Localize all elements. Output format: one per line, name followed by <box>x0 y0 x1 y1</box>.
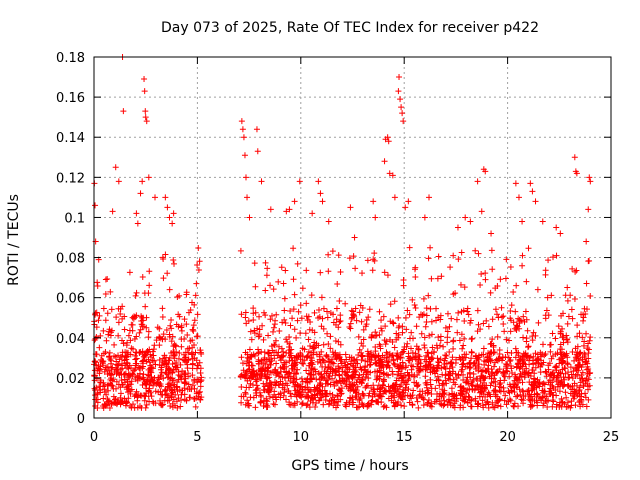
y-tick-labels: 0 0.02 0.04 0.06 0.08 0.1 0.12 0.14 0.16 0.18 <box>56 51 85 427</box>
y-tick-label: 0.12 <box>56 171 85 186</box>
y-tick-label: 0 <box>77 412 85 427</box>
axis-ticks <box>93 56 612 419</box>
y-axis-label: ROTI / TECUs <box>6 194 22 286</box>
x-tick-label: 25 <box>603 430 620 445</box>
y-tick-label: 0.08 <box>56 252 85 267</box>
x-tick-label: 5 <box>193 430 201 445</box>
y-tick-label: 0.16 <box>56 91 85 106</box>
y-tick-label: 0.06 <box>56 292 85 307</box>
chart-title: Day 073 of 2025, Rate Of TEC Index for r… <box>161 20 539 36</box>
x-tick-label: 10 <box>293 430 310 445</box>
x-axis-label: GPS time / hours <box>291 458 408 474</box>
x-tick-label: 20 <box>499 430 516 445</box>
x-tick-label: 15 <box>396 430 413 445</box>
y-tick-label: 0.14 <box>56 131 85 146</box>
y-tick-label: 0.04 <box>56 332 85 347</box>
plot-border <box>93 56 612 419</box>
x-tick-labels: 0 5 10 15 20 25 <box>90 430 619 445</box>
y-tick-label: 0.18 <box>56 51 85 66</box>
y-tick-label: 0.02 <box>56 372 85 387</box>
x-tick-label: 0 <box>90 430 98 445</box>
y-tick-label: 0.1 <box>64 211 85 226</box>
